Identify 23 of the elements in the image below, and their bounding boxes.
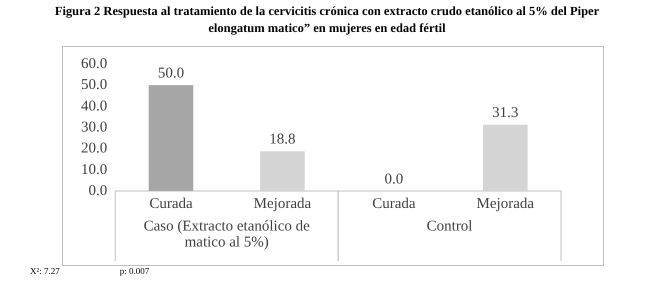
y-tick-label: 60.0: [81, 56, 108, 72]
y-tick-label: 10.0: [81, 162, 108, 178]
y-tick-label: 20.0: [81, 140, 108, 157]
y-tick-label: 30.0: [81, 119, 108, 136]
text: Caso (Extracto etanólico de matico al 5%): [144, 218, 310, 250]
y-tick-label: 0.0: [88, 182, 108, 199]
bar: [148, 85, 194, 191]
x-tick-label: Curada: [149, 196, 193, 212]
data-label: 31.3: [492, 105, 518, 122]
bar: [260, 151, 305, 191]
x-tick-label: Mejorada: [476, 196, 534, 212]
text: Control: [426, 218, 472, 234]
chart-title: Figura 2 Respuesta al tratamiento de la cervicitis crónica con extracto crudo etanólico al 5% del Piper elongatum matico” en mujeres en edad fértil: [54, 3, 600, 37]
y-tick-label: 40.0: [81, 98, 108, 114]
data-label: 0.0: [384, 171, 404, 188]
x-tick-label: Mejorada: [254, 196, 312, 212]
data-label: 50.0: [158, 66, 184, 82]
text: p: 0.007: [120, 266, 150, 276]
y-tick-label: 50.0: [81, 77, 108, 94]
data-label: 18.8: [269, 132, 296, 148]
x-tick-label: Curada: [372, 196, 416, 212]
bar: [482, 124, 528, 191]
text: X²: 7.27: [30, 266, 60, 276]
